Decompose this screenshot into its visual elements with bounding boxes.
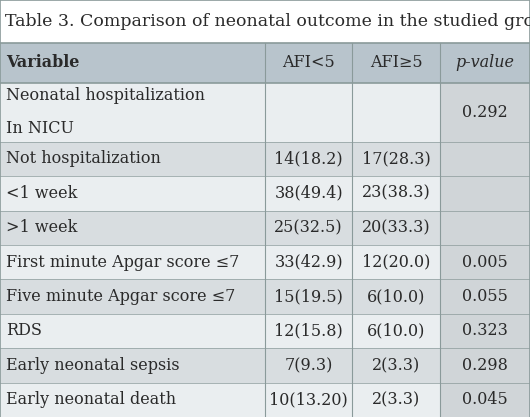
Text: 10(13.20): 10(13.20) (269, 391, 348, 408)
Bar (0, 314, 440, 348)
Text: Variable: Variable (6, 54, 79, 71)
Text: AFI≥5: AFI≥5 (370, 54, 422, 71)
Text: 25(32.5): 25(32.5) (275, 219, 343, 236)
Bar (0, 0, 530, 43)
Text: AFI<5: AFI<5 (282, 54, 335, 71)
Text: 2(3.3): 2(3.3) (372, 357, 420, 374)
Text: 12(15.8): 12(15.8) (275, 322, 343, 339)
Text: >1 week: >1 week (6, 219, 78, 236)
Text: Early neonatal sepsis: Early neonatal sepsis (6, 357, 180, 374)
Text: 6(10.0): 6(10.0) (367, 288, 426, 305)
Text: p-value: p-value (455, 54, 515, 71)
Bar (0, 43, 530, 83)
Bar (440, 314, 530, 348)
Text: 12(20.0): 12(20.0) (362, 254, 430, 271)
Bar (440, 279, 530, 314)
Text: 23(38.3): 23(38.3) (362, 185, 430, 202)
Bar (440, 211, 530, 245)
Text: 2(3.3): 2(3.3) (372, 391, 420, 408)
Text: 0.292: 0.292 (462, 104, 508, 121)
Bar (440, 83, 530, 142)
Bar (440, 142, 530, 176)
Text: 14(18.2): 14(18.2) (275, 151, 343, 167)
Text: 33(42.9): 33(42.9) (275, 254, 343, 271)
Bar (0, 176, 440, 211)
Bar (0, 279, 440, 314)
Text: Table 3. Comparison of neonatal outcome in the studied groups: Table 3. Comparison of neonatal outcome … (5, 13, 530, 30)
Text: 15(19.5): 15(19.5) (275, 288, 343, 305)
Bar (440, 245, 530, 279)
Text: First minute Apgar score ≤7: First minute Apgar score ≤7 (6, 254, 240, 271)
Bar (440, 348, 530, 382)
Bar (440, 382, 530, 417)
Text: 6(10.0): 6(10.0) (367, 322, 426, 339)
Text: Five minute Apgar score ≤7: Five minute Apgar score ≤7 (6, 288, 236, 305)
Text: <1 week: <1 week (6, 185, 78, 202)
Text: RDS: RDS (6, 322, 42, 339)
Text: 38(49.4): 38(49.4) (275, 185, 343, 202)
Text: In NICU: In NICU (6, 120, 74, 137)
Bar (440, 176, 530, 211)
Bar (0, 83, 440, 142)
Bar (0, 142, 440, 176)
Text: 0.005: 0.005 (462, 254, 508, 271)
Text: Not hospitalization: Not hospitalization (6, 151, 161, 167)
Bar (0, 348, 440, 382)
Text: 0.055: 0.055 (462, 288, 508, 305)
Text: 7(9.3): 7(9.3) (285, 357, 333, 374)
Text: 0.045: 0.045 (462, 391, 508, 408)
Text: 20(33.3): 20(33.3) (362, 219, 430, 236)
Bar (0, 211, 440, 245)
Text: 0.323: 0.323 (462, 322, 508, 339)
Text: Early neonatal death: Early neonatal death (6, 391, 176, 408)
Text: 17(28.3): 17(28.3) (362, 151, 430, 167)
Bar (0, 382, 440, 417)
Bar (0, 245, 440, 279)
Text: 0.298: 0.298 (462, 357, 508, 374)
Text: Neonatal hospitalization: Neonatal hospitalization (6, 88, 205, 104)
